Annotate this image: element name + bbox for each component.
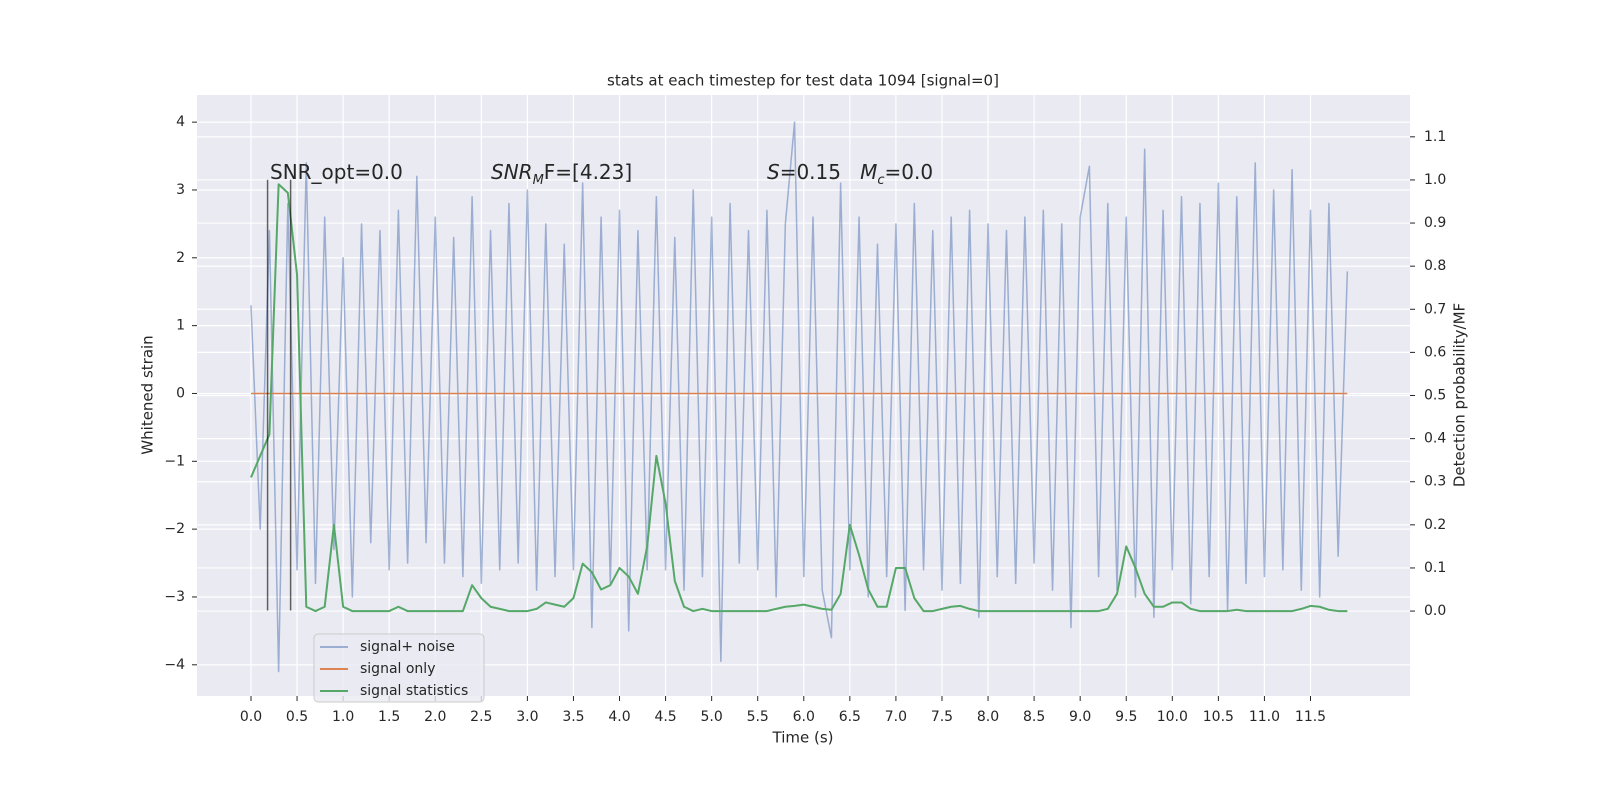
x-tick-label: 7.0 xyxy=(885,709,907,725)
x-tick-label: 6.5 xyxy=(839,709,861,725)
y2-tick-label: 0.6 xyxy=(1424,344,1446,360)
x-tick-label: 10.5 xyxy=(1203,709,1234,725)
y-tick-label: 2 xyxy=(176,250,185,266)
x-tick-label: 4.0 xyxy=(608,709,630,725)
x-tick-label: 1.5 xyxy=(378,709,400,725)
y2-tick-label: 1.1 xyxy=(1424,129,1446,145)
y-tick-label: 3 xyxy=(176,182,185,198)
x-tick-label: 3.0 xyxy=(516,709,538,725)
y-tick-label: 0 xyxy=(176,385,185,401)
legend-label: signal+ noise xyxy=(360,639,455,655)
y2-axis-label: Detection probability/MF xyxy=(1451,303,1469,487)
y2-tick-label: 0.1 xyxy=(1424,560,1446,576)
x-tick-label: 10.0 xyxy=(1157,709,1188,725)
y-axis-label: Whitened strain xyxy=(139,335,157,454)
x-tick-label: 6.0 xyxy=(793,709,815,725)
chart-title: stats at each timestep for test data 109… xyxy=(607,72,999,90)
annotation: SNR_opt=0.0 xyxy=(270,160,403,184)
annotation: SNRMF=[4.23] xyxy=(491,160,632,189)
x-tick-label: 11.0 xyxy=(1249,709,1280,725)
y2-tick-label: 0.7 xyxy=(1424,301,1446,317)
annotation-part: S xyxy=(767,160,780,184)
series-line xyxy=(250,121,1349,673)
annotation-part: M xyxy=(860,160,877,184)
y-tick-label: −1 xyxy=(164,453,185,469)
x-tick-label: 11.5 xyxy=(1295,709,1326,725)
legend-label: signal only xyxy=(360,661,435,677)
x-tick-label: 9.0 xyxy=(1069,709,1091,725)
y2-tick-label: 0.3 xyxy=(1424,474,1446,490)
x-tick-label: 0.5 xyxy=(286,709,308,725)
x-tick-label: 7.5 xyxy=(931,709,953,725)
series-line xyxy=(250,183,1348,613)
y2-tick-label: 0.8 xyxy=(1424,258,1446,274)
legend-label: signal statistics xyxy=(360,683,468,699)
y-tick-label: 1 xyxy=(176,318,185,334)
y2-tick-label: 0.4 xyxy=(1424,431,1446,447)
y2-tick-label: 1.0 xyxy=(1424,172,1446,188)
y2-tick-label: 0.0 xyxy=(1424,603,1446,619)
x-tick-label: 1.0 xyxy=(332,709,354,725)
y2-tick-label: 0.9 xyxy=(1424,215,1446,231)
annotation: S=0.15 Mc=0.0 xyxy=(767,160,933,189)
x-tick-label: 8.5 xyxy=(1023,709,1045,725)
x-tick-label: 3.5 xyxy=(562,709,584,725)
legend-box xyxy=(313,633,485,703)
annotation-part: SNR xyxy=(491,160,533,184)
y-tick-label: −4 xyxy=(164,657,185,673)
x-tick-label: 2.0 xyxy=(424,709,446,725)
y-tick-label: −3 xyxy=(164,589,185,605)
x-tick-label: 2.5 xyxy=(470,709,492,725)
x-tick-label: 5.0 xyxy=(701,709,723,725)
annotation-part: =0.0 xyxy=(885,160,934,184)
y2-tick-label: 0.2 xyxy=(1424,517,1446,533)
annotation-part: F=[4.23] xyxy=(544,160,632,184)
x-tick-label: 9.5 xyxy=(1115,709,1137,725)
x-tick-label: 4.5 xyxy=(654,709,676,725)
annotation-part: M xyxy=(533,173,544,188)
x-axis-label: Time (s) xyxy=(772,729,834,747)
annotation-part: =0.15 xyxy=(780,160,860,184)
x-tick-label: 0.0 xyxy=(240,709,262,725)
y2-tick-label: 0.5 xyxy=(1424,388,1446,404)
x-tick-label: 8.0 xyxy=(977,709,999,725)
y-tick-label: 4 xyxy=(176,114,185,130)
y-tick-label: −2 xyxy=(164,521,185,537)
annotation-part: SNR_opt=0.0 xyxy=(270,160,403,184)
annotation-part: c xyxy=(877,173,884,188)
x-tick-label: 5.5 xyxy=(747,709,769,725)
